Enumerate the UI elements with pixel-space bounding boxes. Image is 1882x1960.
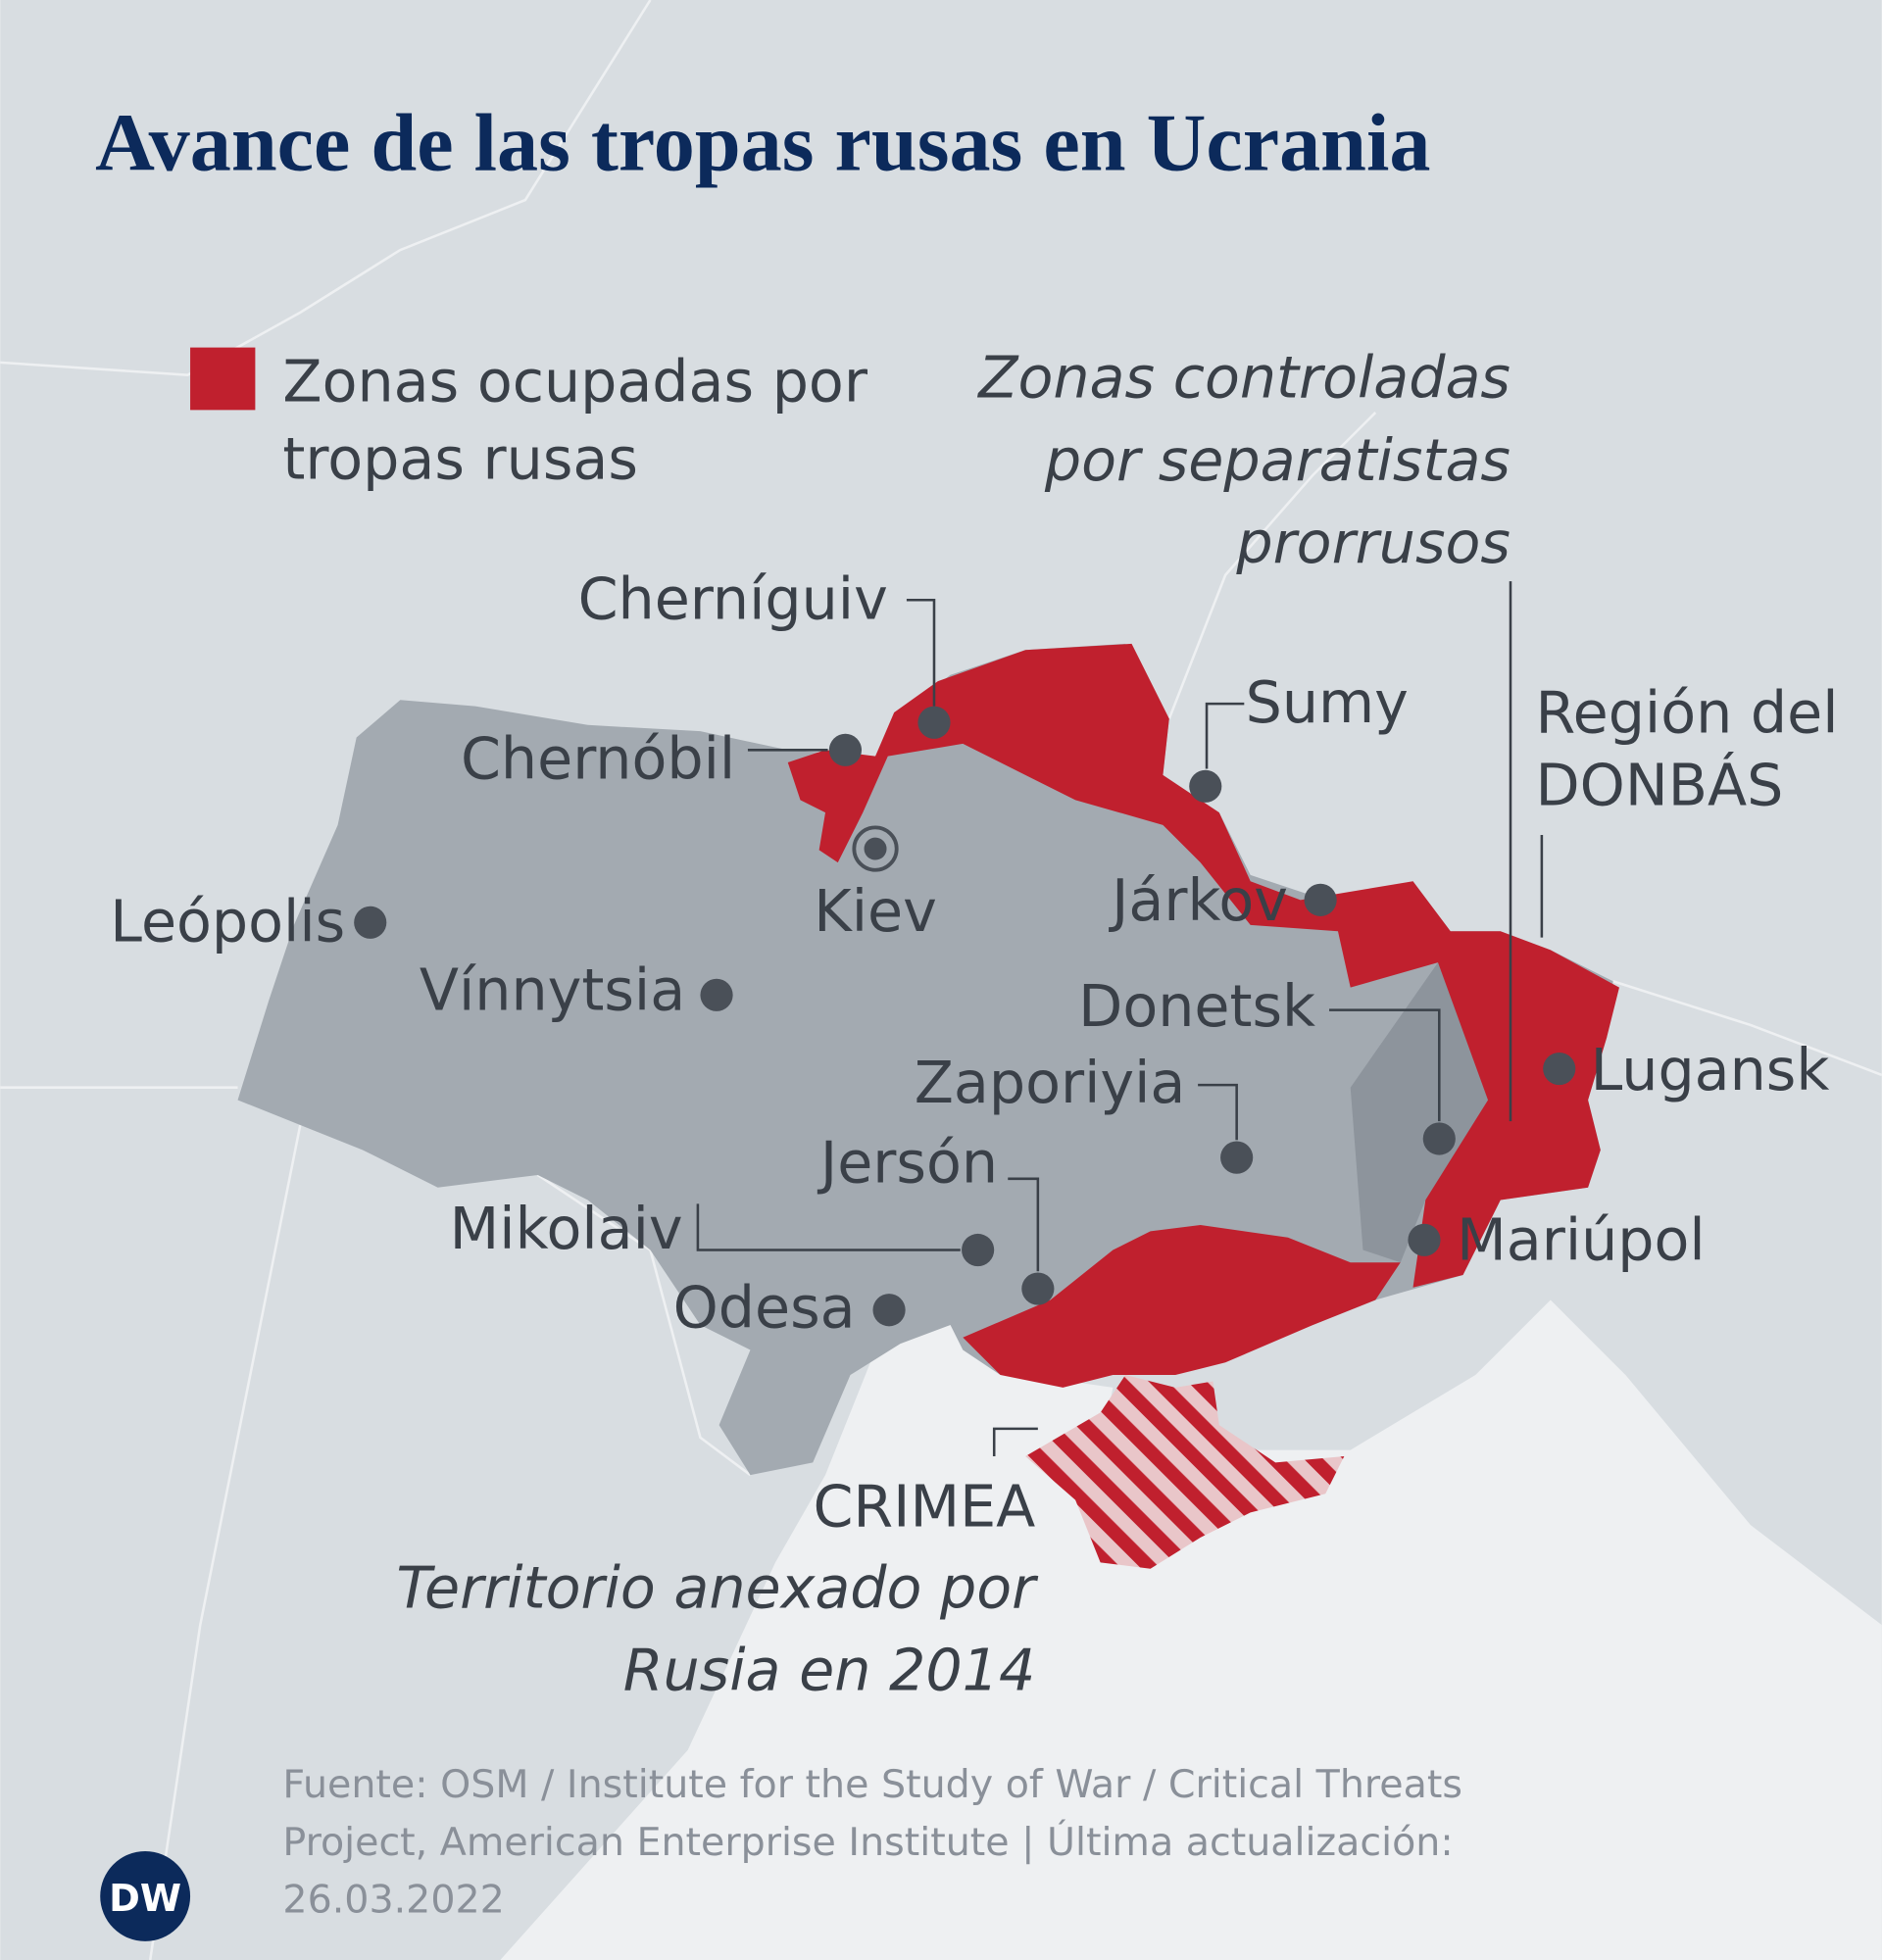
crimea-note: Territorio anexado por: [396, 1554, 1039, 1621]
city-label: Jersón: [817, 1130, 998, 1197]
city-label: Lugansk: [1591, 1037, 1830, 1103]
occupied-south: [963, 1225, 1401, 1388]
legend-label: tropas rusas: [282, 426, 637, 493]
city-label: Leópolis: [110, 888, 345, 955]
crimea-note: Rusia en 2014: [623, 1637, 1036, 1703]
city-label: Kiev: [814, 878, 937, 945]
title: Avance de las tropas rusas en Ucrania: [95, 97, 1430, 188]
city-label: Járkov: [1108, 867, 1288, 934]
city-label: Vínnytsia: [420, 957, 685, 1024]
city-label: Sumy: [1246, 669, 1409, 736]
city-label: Chernóbil: [461, 726, 735, 793]
separatists-label: por separatistas: [1044, 427, 1511, 494]
logo: DW: [109, 1877, 181, 1921]
black-sea: [500, 1299, 1882, 1960]
donbas-label: Región del: [1536, 679, 1839, 746]
crimea: [1025, 1375, 1345, 1569]
source: Fuente: OSM / Institute for the Study of…: [282, 1762, 1461, 1807]
legend-swatch: [190, 347, 256, 411]
city-label: Odesa: [673, 1275, 856, 1342]
source: 26.03.2022: [282, 1878, 504, 1923]
city-label: Mikolaiv: [450, 1196, 683, 1262]
city-label: Mariúpol: [1457, 1207, 1706, 1274]
separatists-label: Zonas controladas: [976, 345, 1511, 412]
city-label: Cherníguiv: [578, 565, 888, 632]
city-label: Zaporiyia: [915, 1050, 1186, 1116]
donbas-label: DONBÁS: [1536, 751, 1784, 818]
city-dots: [354, 706, 1576, 1327]
legend-label: Zonas ocupadas por: [282, 348, 867, 415]
crimea-label: CRIMEA: [813, 1473, 1035, 1540]
source: Project, American Enterprise Institute |…: [282, 1819, 1453, 1865]
leader-lines: [696, 581, 1544, 1456]
logo-circle: [100, 1851, 191, 1941]
occupied-north-east: [787, 643, 1619, 1288]
separatists-label: prorrusos: [1235, 510, 1511, 576]
city-label: Donetsk: [1078, 973, 1315, 1040]
